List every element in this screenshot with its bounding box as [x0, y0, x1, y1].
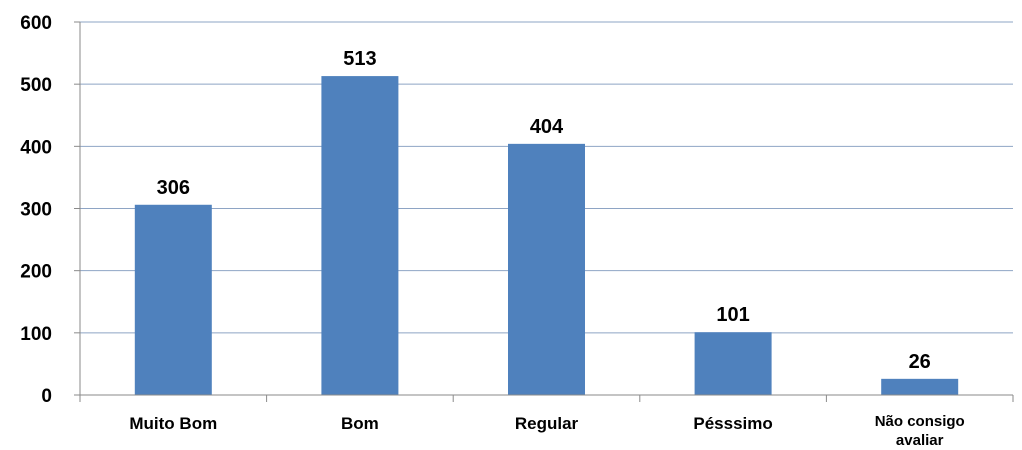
x-tick-label: Regular — [515, 414, 579, 433]
y-axis-tick-labels: 0 100 200 300 400 500 600 — [20, 13, 52, 407]
x-tick-label-line: Não consigo — [875, 413, 965, 430]
bars — [134, 76, 959, 396]
y-tick-label: 500 — [20, 75, 52, 96]
y-tick-label: 600 — [20, 13, 52, 34]
data-label: 26 — [909, 351, 931, 373]
data-labels: 306 513 404 101 26 — [157, 48, 931, 373]
x-tick-label-line: avaliar — [896, 432, 944, 449]
x-tick-label: Não consigo avaliar — [875, 413, 965, 449]
y-tick-label: 200 — [20, 262, 52, 283]
y-tick-label: 400 — [20, 137, 52, 158]
bar — [321, 76, 399, 396]
data-label: 513 — [343, 48, 376, 70]
y-tick-label: 100 — [20, 324, 52, 345]
bar — [881, 378, 959, 395]
data-label: 101 — [716, 304, 749, 326]
x-tick-label: Pésssimo — [693, 414, 772, 433]
x-tick-label: Muito Bom — [129, 414, 217, 433]
x-tick-label: Bom — [341, 414, 379, 433]
axes — [74, 21, 1014, 402]
data-label: 306 — [157, 177, 190, 199]
y-tick-label: 0 — [41, 386, 52, 407]
y-tick-label: 300 — [20, 200, 52, 221]
x-axis-tick-labels: Muito Bom Bom Regular Pésssimo Não consigo av… — [129, 413, 964, 449]
data-label: 404 — [530, 116, 564, 138]
bar — [134, 204, 212, 395]
bar — [694, 332, 772, 395]
bar — [508, 143, 585, 395]
